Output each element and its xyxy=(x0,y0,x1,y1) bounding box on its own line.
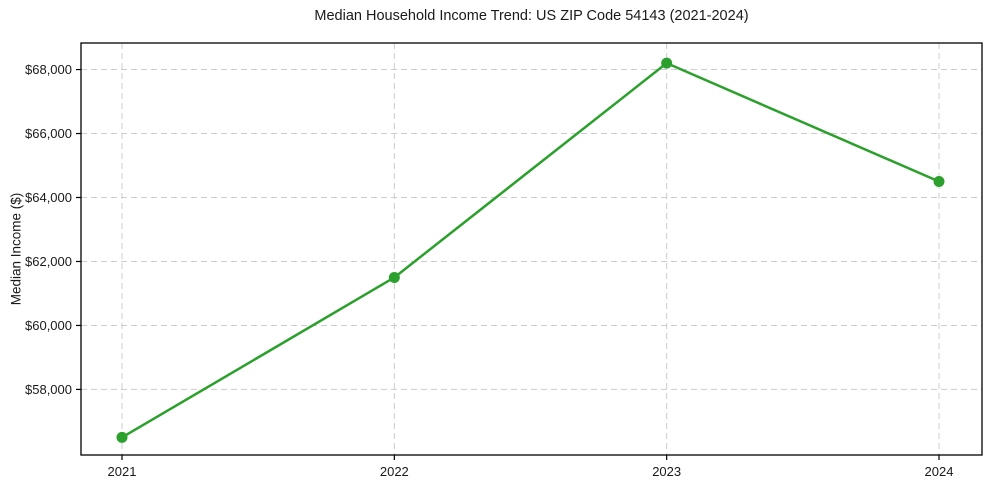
axes-frame xyxy=(80,42,983,456)
chart-title: Median Household Income Trend: US ZIP Co… xyxy=(314,8,749,24)
data-point xyxy=(661,57,673,69)
data-line xyxy=(120,61,941,439)
y-tick-label: $62,000 xyxy=(25,254,72,269)
y-tick-label: $58,000 xyxy=(25,382,72,397)
plot-background xyxy=(81,43,982,455)
y-tick-label: $66,000 xyxy=(25,126,72,141)
x-tick-label: 2021 xyxy=(108,464,137,479)
x-tick-label: 2023 xyxy=(652,464,681,479)
y-tick-label: $68,000 xyxy=(25,62,72,77)
x-tick-label: 2024 xyxy=(925,464,954,479)
data-point xyxy=(933,176,945,188)
y-tick-label: $60,000 xyxy=(25,318,72,333)
x-tick-label: 2022 xyxy=(380,464,409,479)
y-tick-label: $64,000 xyxy=(25,190,72,205)
data-point xyxy=(388,271,400,283)
data-point xyxy=(116,431,128,443)
